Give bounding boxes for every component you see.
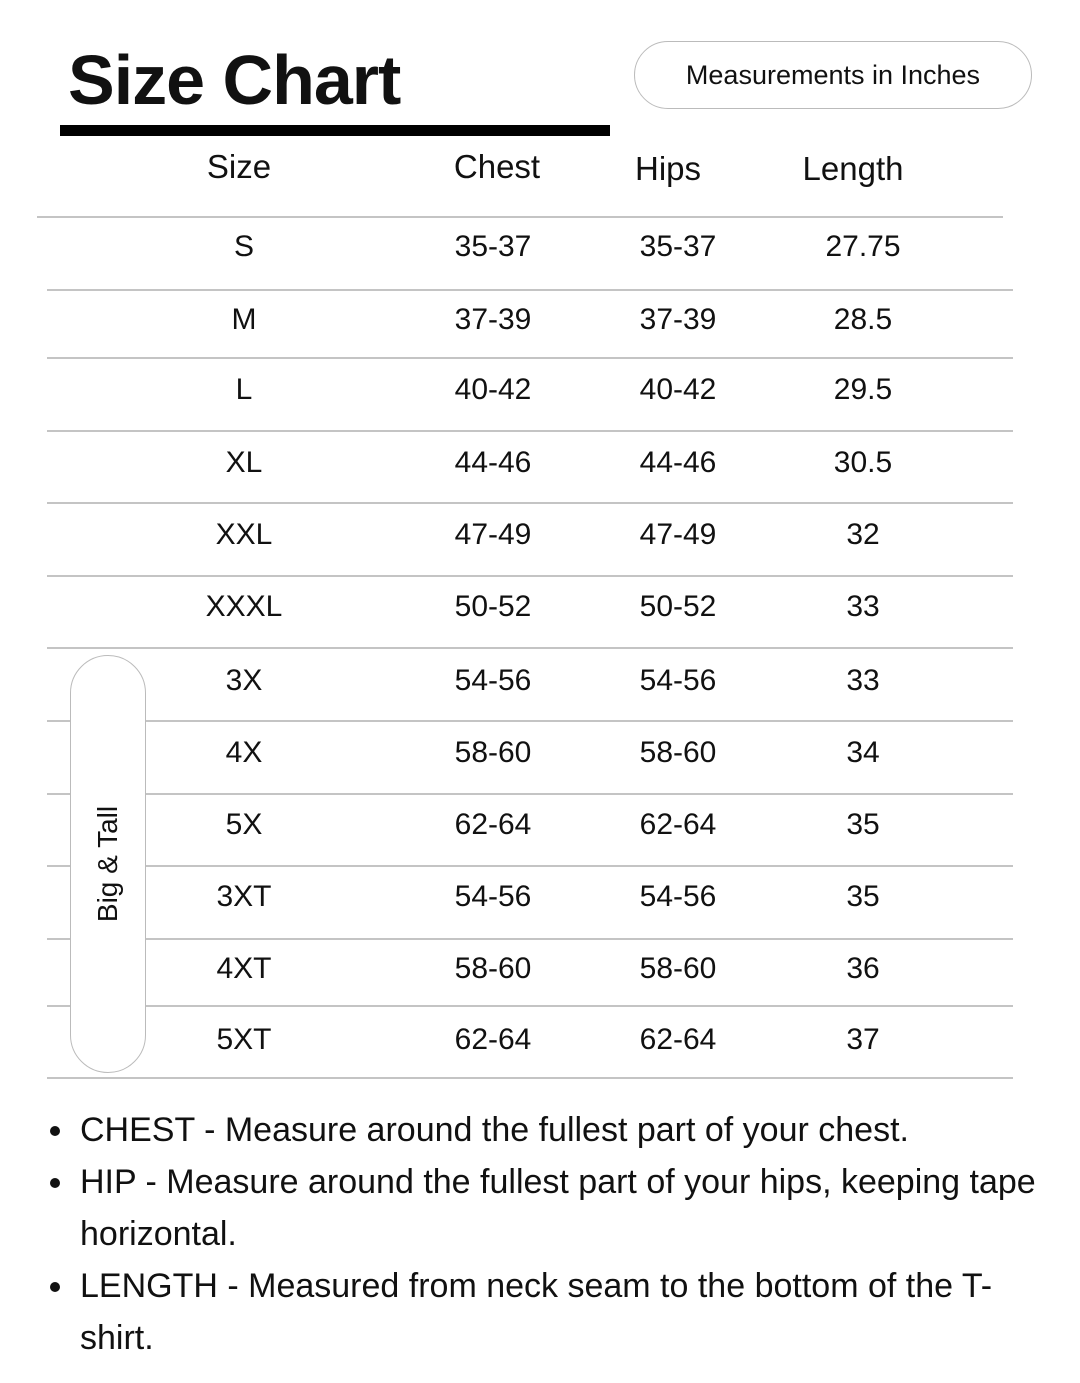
cell-hips: 47-49	[639, 518, 717, 551]
cell-length: 36	[846, 952, 880, 985]
row-divider	[47, 938, 1013, 940]
column-header-length: Length	[802, 150, 904, 187]
cell-size: S	[233, 230, 255, 263]
cell-size: 5XT	[216, 1023, 272, 1056]
cell-hips: 50-52	[639, 590, 717, 623]
cell-chest: 50-52	[454, 590, 532, 623]
cell-length: 30.5	[833, 446, 893, 479]
measurement-notes: CHEST - Measure around the fullest part …	[48, 1104, 1058, 1364]
cell-hips: 35-37	[639, 230, 717, 263]
row-divider	[47, 430, 1013, 432]
cell-size: 4X	[225, 736, 263, 769]
row-divider	[47, 1005, 1013, 1007]
cell-hips: 58-60	[639, 736, 717, 769]
cell-length: 33	[846, 590, 880, 623]
cell-hips: 54-56	[639, 880, 717, 913]
cell-size: XXL	[215, 518, 273, 551]
row-divider	[47, 289, 1013, 291]
cell-size: XXXL	[205, 590, 283, 623]
cell-size: 3X	[225, 664, 263, 697]
cell-chest: 58-60	[454, 952, 532, 985]
big-and-tall-label: Big & Tall	[92, 805, 123, 923]
cell-length: 37	[846, 1023, 880, 1056]
cell-hips: 37-39	[639, 303, 717, 336]
cell-hips: 40-42	[639, 373, 717, 406]
cell-chest: 35-37	[454, 230, 532, 263]
cell-hips: 62-64	[639, 808, 717, 841]
title-underline	[60, 125, 610, 136]
cell-length: 35	[846, 808, 880, 841]
row-divider	[47, 720, 1013, 722]
row-divider	[47, 647, 1013, 649]
cell-size: XL	[225, 446, 263, 479]
cell-size: 5X	[225, 808, 263, 841]
column-header-chest: Chest	[453, 148, 541, 185]
cell-length: 33	[846, 664, 880, 697]
cell-chest: 47-49	[454, 518, 532, 551]
page-title: Size Chart	[68, 41, 401, 119]
header-divider	[37, 216, 1003, 218]
row-divider	[47, 793, 1013, 795]
row-divider	[47, 1077, 1013, 1079]
note-length: LENGTH - Measured from neck seam to the …	[48, 1260, 1058, 1364]
cell-chest: 58-60	[454, 736, 532, 769]
cell-chest: 40-42	[454, 373, 532, 406]
cell-size: L	[235, 373, 253, 406]
row-divider	[47, 865, 1013, 867]
cell-hips: 44-46	[639, 446, 717, 479]
column-header-size: Size	[206, 148, 272, 185]
cell-length: 29.5	[833, 373, 893, 406]
cell-chest: 62-64	[454, 1023, 532, 1056]
cell-length: 34	[846, 736, 880, 769]
units-badge: Measurements in Inches	[634, 41, 1032, 109]
row-divider	[47, 357, 1013, 359]
row-divider	[47, 502, 1013, 504]
note-hip: HIP - Measure around the fullest part of…	[48, 1156, 1058, 1260]
cell-length: 32	[846, 518, 880, 551]
cell-hips: 62-64	[639, 1023, 717, 1056]
cell-hips: 54-56	[639, 664, 717, 697]
note-chest: CHEST - Measure around the fullest part …	[48, 1104, 1058, 1156]
cell-hips: 58-60	[639, 952, 717, 985]
cell-size: 4XT	[216, 952, 272, 985]
cell-length: 28.5	[833, 303, 893, 336]
column-header-hips: Hips	[634, 150, 702, 187]
cell-length: 35	[846, 880, 880, 913]
cell-chest: 62-64	[454, 808, 532, 841]
cell-size: M	[231, 303, 257, 336]
cell-chest: 54-56	[454, 664, 532, 697]
cell-length: 27.75	[825, 230, 901, 263]
cell-chest: 37-39	[454, 303, 532, 336]
row-divider	[47, 575, 1013, 577]
cell-size: 3XT	[216, 880, 272, 913]
big-and-tall-group: Big & Tall	[70, 655, 146, 1073]
cell-chest: 44-46	[454, 446, 532, 479]
cell-chest: 54-56	[454, 880, 532, 913]
